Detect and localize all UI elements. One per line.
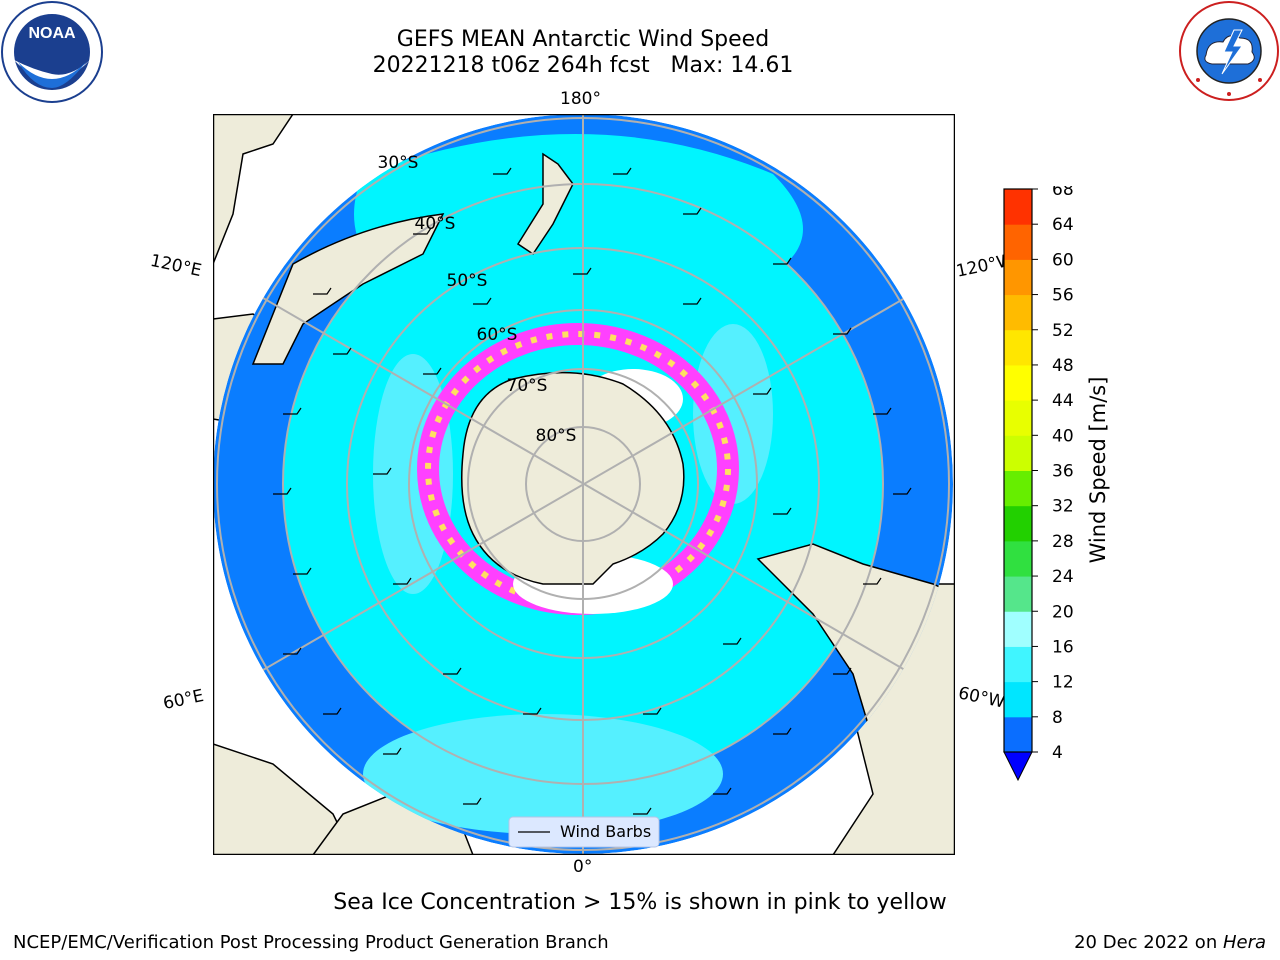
lat-label-70s: 70°S [507, 376, 548, 396]
colorbar-tick-label: 16 [1052, 637, 1074, 657]
colorbar-tick-label: 24 [1052, 567, 1074, 587]
lon-label-180: 180° [560, 89, 601, 109]
colorbar-tick-label: 28 [1052, 532, 1074, 552]
wind-barbs [273, 167, 912, 835]
colorbar-segment [1004, 716, 1032, 753]
colorbar-tick-label: 48 [1052, 356, 1074, 376]
footer-date: 20 Dec 2022 on Hera [1074, 932, 1266, 953]
colorbar-segment [1004, 400, 1032, 436]
colorbar-segment [1004, 540, 1032, 577]
colorbar-segment [1004, 259, 1032, 296]
antarctic-wind-map: 30°S 40°S 50°S 60°S 70°S 80°S Wind Barbs [213, 114, 955, 855]
lat-label-40s: 40°S [415, 214, 456, 234]
colorbar-tick-label: 52 [1052, 321, 1074, 341]
colorbar-segment [1004, 681, 1032, 718]
colorbar-tick-label: 68 [1052, 186, 1074, 200]
lat-label-80s: 80°S [536, 426, 577, 446]
colorbar-segment [1004, 329, 1032, 366]
ocean-high-wind [363, 714, 723, 834]
lon-label-120e: 120°E [148, 250, 204, 282]
colorbar-segment [1004, 611, 1032, 647]
colorbar-tick-label: 4 [1052, 743, 1063, 763]
colorbar-label: Wind Speed [m/s] [1086, 376, 1110, 564]
nws-logo [1179, 1, 1279, 101]
colorbar-segment [1004, 505, 1032, 542]
chart-subtitle: 20221218 t06z 264h fcst Max: 14.61 [372, 53, 794, 78]
lat-label-60s: 60°S [477, 325, 518, 345]
colorbar-tick-label: 56 [1052, 286, 1074, 306]
noaa-logo: NOAA [1, 1, 103, 103]
colorbar-tick-label: 64 [1052, 215, 1074, 235]
colorbar-segment [1004, 189, 1032, 225]
footer-host: Hera [1222, 932, 1266, 953]
colorbar-extend-triangle [1003, 751, 1033, 782]
colorbar-tick-label: 44 [1052, 391, 1074, 411]
wind-barbs-legend: Wind Barbs [508, 816, 660, 848]
colorbar-tick-label: 60 [1052, 250, 1074, 270]
sea-ice-note: Sea Ice Concentration > 15% is shown in … [333, 890, 947, 915]
colorbar-segment [1004, 294, 1032, 331]
australia-land [251, 213, 445, 365]
legend-label: Wind Barbs [560, 822, 651, 841]
colorbar-tick-label: 12 [1052, 673, 1074, 693]
lon-label-0: 0° [573, 857, 593, 877]
colorbar-segment [1004, 470, 1032, 507]
colorbar-segment [1004, 576, 1032, 612]
chart-title: GEFS MEAN Antarctic Wind Speed [396, 27, 770, 52]
colorbar-tick-label: 32 [1052, 497, 1074, 517]
colorbar-tick-label: 40 [1052, 426, 1074, 446]
colorbar-segment [1004, 364, 1032, 401]
colorbar-segment [1004, 224, 1032, 260]
lat-label-30s: 30°S [378, 153, 419, 173]
graticule [213, 114, 953, 854]
lon-label-60w: 60°W [956, 683, 1007, 713]
lon-label-60e: 60°E [161, 685, 206, 715]
colorbar-tick-label: 20 [1052, 602, 1074, 622]
colorbar-tick-label: 36 [1052, 462, 1074, 482]
footer-date-text: 20 Dec 2022 on [1074, 932, 1223, 953]
colorbar-segment [1004, 646, 1032, 683]
colorbar-tick-label: 8 [1052, 708, 1063, 728]
colorbar-segment [1004, 435, 1032, 471]
lat-label-50s: 50°S [447, 271, 488, 291]
footer-credit: NCEP/EMC/Verification Post Processing Pr… [13, 932, 609, 953]
new-zealand-land [516, 152, 574, 256]
svg-text:NOAA: NOAA [28, 25, 76, 42]
